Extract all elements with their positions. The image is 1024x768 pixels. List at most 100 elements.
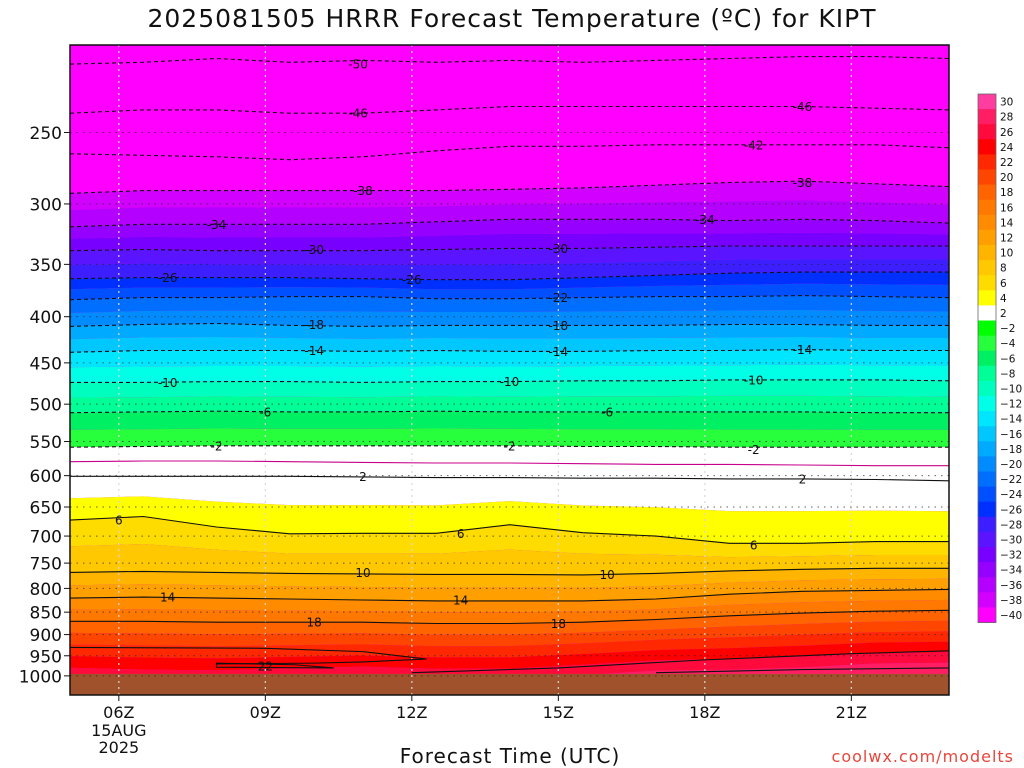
contour-label: -46: [348, 107, 368, 121]
colorbar-label: −10: [1000, 383, 1022, 395]
y-tick-label: 900: [30, 626, 62, 646]
temperature-band: [70, 589, 949, 613]
plot-area: -50-46 -46-42-38-38-34 -34-30 -30-26 -26-22-…: [69, 44, 950, 696]
contour-label: -6: [601, 405, 613, 419]
colorbar-swatch: [978, 471, 996, 487]
contour-label: -46: [793, 100, 813, 114]
contour-label: -42: [744, 138, 764, 152]
y-tick-label: 400: [30, 308, 62, 328]
temperature-band: [70, 259, 949, 280]
y-tick-label: 850: [30, 604, 62, 624]
colorbar-label: −28: [1000, 519, 1022, 531]
colorbar-swatch: [978, 411, 996, 427]
temperature-band: [70, 272, 949, 290]
contour-line: [70, 475, 950, 482]
colorbar-swatch: [978, 275, 996, 291]
contour-line: [215, 662, 334, 669]
colorbar-swatch: [978, 486, 996, 503]
contour-label: -30: [549, 242, 569, 256]
temperature-band: [70, 578, 949, 601]
temperature-band: [70, 45, 949, 65]
contour-label: -6: [259, 405, 271, 419]
colorbar-swatch: [978, 350, 996, 367]
colorbar-label: 30: [1000, 97, 1013, 109]
colorbar-swatch: [978, 562, 996, 578]
contour-label: 6: [457, 527, 465, 541]
contour-label: 18: [551, 617, 566, 631]
contour-line: [69, 515, 949, 544]
contour-label: -10: [744, 373, 764, 387]
temperature-band: [70, 81, 949, 114]
colorbar-swatch: [978, 320, 996, 336]
contour-label: 10: [600, 568, 615, 582]
contour-label: 22: [258, 659, 273, 673]
colorbar-swatch: [978, 396, 996, 412]
colorbar-swatch: [978, 124, 996, 140]
colorbar: 30 28 26 24 22 20 18 16 14 12 10 8 6 4 2 −2 −4 −6 −8 −10 −12…: [977, 93, 1022, 623]
colorbar-label: −40: [1000, 610, 1022, 622]
colorbar-label: 10: [1000, 248, 1013, 260]
temperature-band: [70, 476, 949, 512]
colorbar-frame: [977, 93, 997, 623]
temperature-band: [70, 219, 949, 239]
contour-label: 18: [307, 616, 322, 630]
temperature-band: [70, 395, 949, 413]
colorbar-label: 26: [1000, 127, 1014, 139]
temperature-band: [70, 162, 949, 194]
contour-label: -2: [504, 439, 516, 453]
colorbar-label: 16: [1000, 202, 1014, 214]
y-tick-label: 750: [30, 555, 62, 575]
temperature-band: [70, 516, 949, 558]
temperature-band: [70, 364, 949, 383]
colorbar-label: −20: [1000, 459, 1022, 471]
colorbar-label: 8: [1000, 263, 1007, 275]
contour-label: -2: [211, 439, 223, 453]
colorbar-label: 18: [1000, 187, 1013, 199]
contour-label: -18: [549, 319, 569, 333]
colorbar-swatch: [978, 365, 996, 382]
contour-line: [655, 667, 950, 674]
temperature-band: [70, 106, 949, 137]
colorbar-swatch: [978, 245, 996, 261]
contour-label: 2: [359, 470, 367, 484]
temperature-band: [70, 283, 949, 300]
contour-line: [69, 460, 949, 467]
contour-line: [70, 609, 950, 625]
credit-link[interactable]: coolwx.com/modelts: [831, 747, 1014, 766]
y-tick-label: 1000: [19, 667, 62, 687]
colorbar-label: 12: [1000, 232, 1013, 244]
contour-label: -18: [304, 318, 324, 332]
colorbar-swatch: [978, 380, 996, 397]
contour-label: 14: [160, 591, 175, 605]
temperature-band: [70, 323, 949, 340]
temperature-band: [70, 337, 949, 353]
colorbar-label: −12: [1000, 399, 1022, 411]
contour-label: -26: [402, 273, 422, 287]
y-tick-label: 650: [30, 499, 62, 519]
contour-label: -14: [793, 343, 813, 357]
temperature-band: [70, 349, 949, 368]
temperature-band: [70, 445, 949, 466]
colorbar-label: 2: [1000, 308, 1007, 320]
temperature-band: [70, 411, 949, 430]
x-tick-label: 06Z: [103, 703, 134, 722]
colorbar-swatch: [978, 139, 996, 155]
temperature-band: [70, 232, 949, 251]
colorbar-label: −36: [1000, 580, 1022, 592]
contour-label: 6: [750, 538, 758, 552]
temperature-band: [70, 620, 949, 647]
contour-line: [411, 650, 950, 674]
colorbar-swatch: [978, 260, 996, 276]
colorbar-swatch: [978, 456, 996, 472]
contour-label: -30: [304, 243, 324, 257]
chart-title: 2025081505 HRRR Forecast Temperature (ºC…: [147, 4, 877, 33]
contour-label: -34: [695, 213, 715, 227]
colorbar-label: −6: [1000, 353, 1016, 365]
contour-label: 10: [355, 566, 370, 580]
colorbar-swatch: [978, 290, 996, 306]
contour-line: [69, 567, 949, 576]
temperature-band: [70, 295, 949, 313]
contour-label: -14: [549, 345, 569, 359]
colorbar-swatch: [978, 426, 996, 442]
